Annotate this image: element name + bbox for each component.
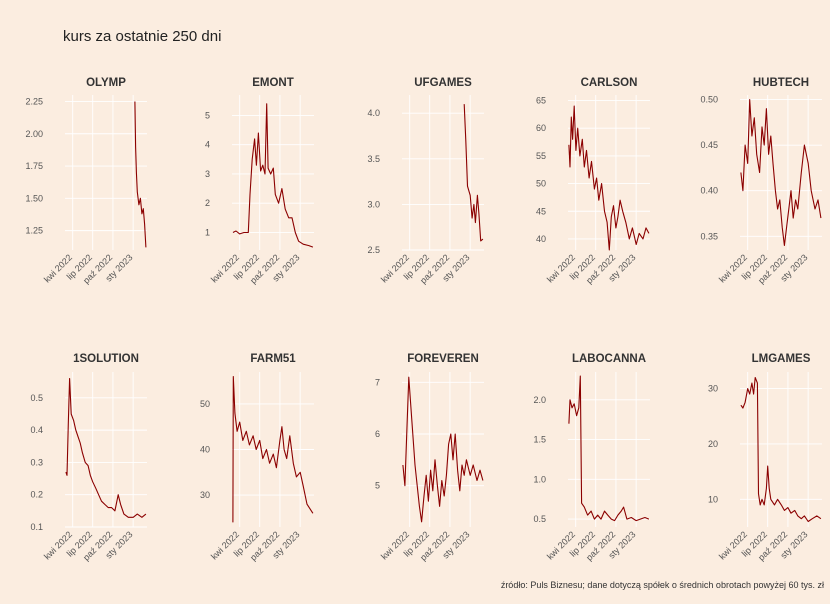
y-tick-label: 40 — [536, 234, 546, 244]
price-line — [402, 376, 484, 523]
y-tick-label: 2.0 — [533, 395, 546, 405]
y-tick-label: 0.35 — [700, 231, 718, 241]
y-tick-label: 5 — [375, 481, 380, 491]
price-line — [65, 377, 147, 518]
y-tick-label: 45 — [536, 206, 546, 216]
y-tick-label: 65 — [536, 96, 546, 106]
panel-title: UFGAMES — [414, 77, 472, 89]
y-tick-label: 5 — [205, 110, 210, 120]
y-tick-label: 0.5 — [30, 393, 43, 403]
price-line — [740, 376, 822, 523]
chart-title: kurs za ostatnie 250 dni — [63, 28, 222, 45]
y-tick-label: 4 — [205, 140, 210, 150]
panel-title: CARLSON — [581, 77, 638, 89]
y-tick-label: 20 — [708, 439, 718, 449]
y-tick-label: 1.5 — [533, 435, 546, 445]
panel-title: HUBTECH — [753, 77, 809, 89]
price-line — [463, 104, 484, 242]
y-tick-label: 30 — [200, 490, 210, 500]
y-tick-label: 2 — [205, 198, 210, 208]
y-tick-label: 3.0 — [367, 199, 380, 209]
y-tick-label: 0.50 — [700, 95, 718, 105]
y-tick-label: 60 — [536, 123, 546, 133]
y-tick-label: 0.2 — [30, 490, 43, 500]
y-tick-label: 2.25 — [25, 96, 43, 106]
y-tick-label: 50 — [536, 179, 546, 189]
price-line — [740, 99, 822, 246]
y-tick-label: 1 — [205, 227, 210, 237]
y-tick-label: 50 — [200, 399, 210, 409]
price-line — [232, 376, 314, 523]
y-tick-label: 3.5 — [367, 154, 380, 164]
y-tick-label: 7 — [375, 377, 380, 387]
panel-title: FOREVEREN — [407, 353, 479, 365]
panel-title: FARM51 — [250, 353, 296, 365]
y-tick-label: 0.40 — [700, 186, 718, 196]
panel-title: LABOCANNA — [572, 353, 646, 365]
y-tick-label: 55 — [536, 151, 546, 161]
y-tick-label: 0.5 — [533, 514, 546, 524]
y-tick-label: 3 — [205, 169, 210, 179]
y-tick-label: 0.1 — [30, 522, 43, 532]
price-line — [568, 105, 650, 251]
panel-title: OLYMP — [86, 77, 126, 89]
y-tick-label: 30 — [708, 384, 718, 394]
panel-title: 1SOLUTION — [73, 353, 139, 365]
y-tick-label: 10 — [708, 494, 718, 504]
price-line — [134, 101, 147, 248]
y-tick-label: 2.5 — [367, 245, 380, 255]
y-tick-label: 1.25 — [25, 226, 43, 236]
y-tick-label: 1.75 — [25, 161, 43, 171]
y-tick-label: 0.4 — [30, 425, 43, 435]
y-tick-label: 2.00 — [25, 129, 43, 139]
y-tick-label: 4.0 — [367, 108, 380, 118]
price-line — [232, 103, 314, 248]
panel-title: EMONT — [252, 77, 294, 89]
y-tick-label: 1.0 — [533, 474, 546, 484]
y-tick-label: 40 — [200, 445, 210, 455]
y-tick-label: 0.45 — [700, 140, 718, 150]
y-tick-label: 1.50 — [25, 193, 43, 203]
panel-title: LMGAMES — [752, 353, 811, 365]
y-tick-label: 6 — [375, 429, 380, 439]
y-tick-label: 0.3 — [30, 457, 43, 467]
source-caption: źródło: Puls Biznesu; dane dotyczą spółe… — [500, 580, 824, 590]
price-line — [568, 375, 650, 522]
